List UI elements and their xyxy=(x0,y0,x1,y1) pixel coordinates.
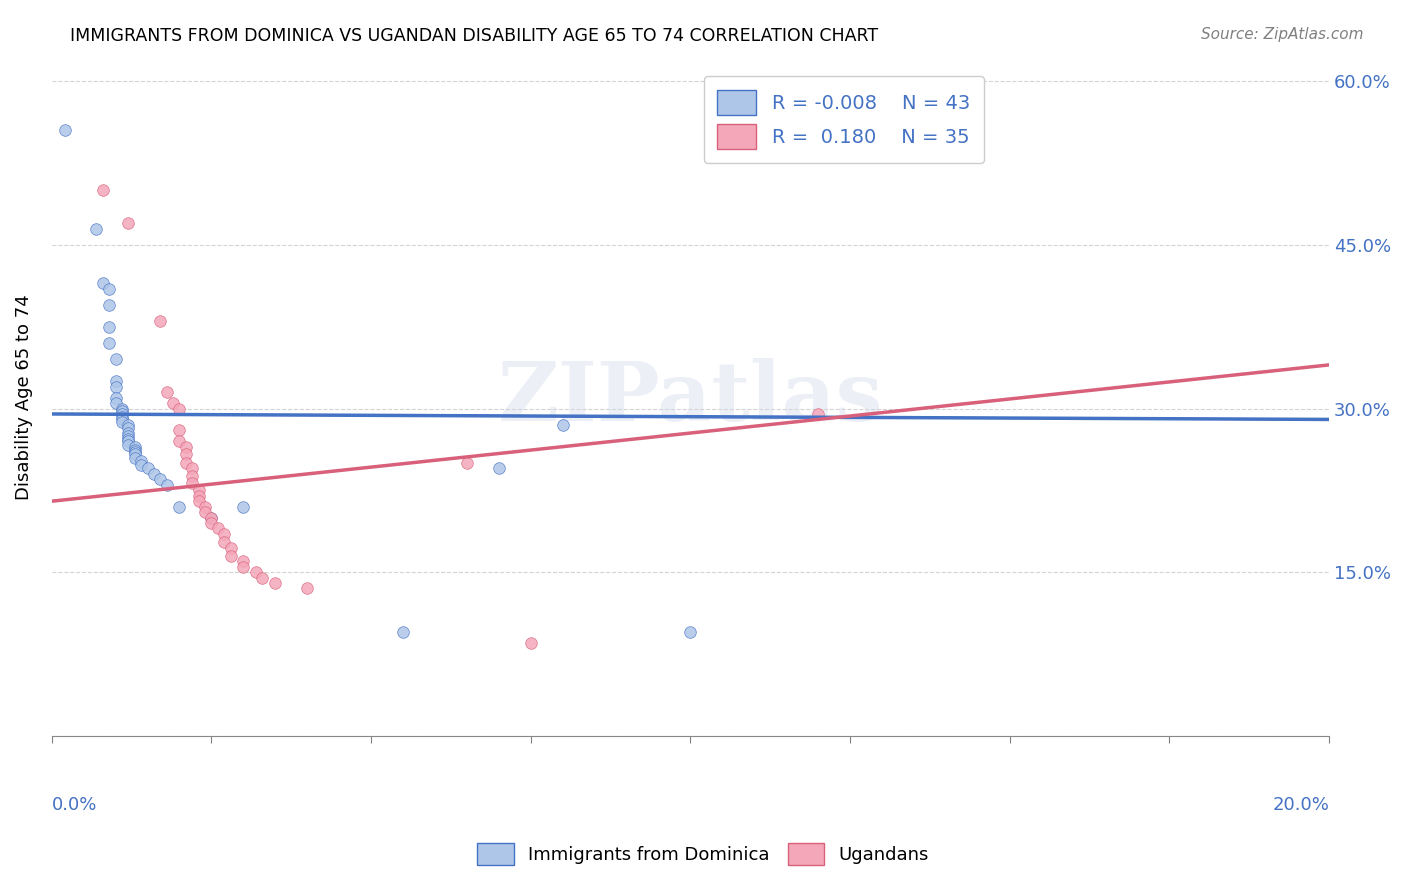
Point xyxy=(53,123,76,137)
Point xyxy=(174,447,197,461)
Point xyxy=(807,407,830,421)
Point xyxy=(104,374,127,388)
Point xyxy=(200,516,222,530)
Text: Source: ZipAtlas.com: Source: ZipAtlas.com xyxy=(1201,27,1364,42)
Point xyxy=(519,636,541,650)
Point xyxy=(187,489,209,503)
Point xyxy=(295,582,318,596)
Point xyxy=(98,336,121,351)
Point xyxy=(111,415,134,429)
Point xyxy=(200,510,222,524)
Point xyxy=(149,314,172,328)
Point xyxy=(219,549,242,563)
Point xyxy=(98,298,121,312)
Point xyxy=(212,527,235,541)
Point xyxy=(117,421,139,435)
Point xyxy=(98,282,121,296)
Point xyxy=(232,554,254,568)
Point xyxy=(117,417,139,432)
Point xyxy=(124,447,146,461)
Text: 20.0%: 20.0% xyxy=(1272,796,1329,814)
Legend: R = -0.008    N = 43, R =  0.180    N = 35: R = -0.008 N = 43, R = 0.180 N = 35 xyxy=(703,76,984,163)
Point xyxy=(136,461,159,475)
Point xyxy=(169,401,191,416)
Point xyxy=(181,469,204,483)
Point xyxy=(187,494,209,508)
Point xyxy=(245,565,267,579)
Point xyxy=(149,472,172,486)
Point xyxy=(129,454,152,468)
Point xyxy=(174,440,197,454)
Point xyxy=(86,221,108,235)
Point xyxy=(207,521,229,535)
Point xyxy=(264,576,287,591)
Point xyxy=(169,423,191,437)
Point xyxy=(252,570,274,584)
Point xyxy=(111,412,134,426)
Point xyxy=(117,434,139,449)
Point xyxy=(124,450,146,465)
Point xyxy=(232,500,254,514)
Y-axis label: Disability Age 65 to 74: Disability Age 65 to 74 xyxy=(15,294,32,500)
Point xyxy=(187,483,209,498)
Point xyxy=(111,401,134,416)
Point xyxy=(98,319,121,334)
Point xyxy=(124,440,146,454)
Point xyxy=(162,396,184,410)
Text: IMMIGRANTS FROM DOMINICA VS UGANDAN DISABILITY AGE 65 TO 74 CORRELATION CHART: IMMIGRANTS FROM DOMINICA VS UGANDAN DISA… xyxy=(70,27,879,45)
Point xyxy=(124,445,146,459)
Point xyxy=(104,380,127,394)
Point xyxy=(174,456,197,470)
Text: 0.0%: 0.0% xyxy=(52,796,97,814)
Point xyxy=(200,510,222,524)
Point xyxy=(104,352,127,367)
Point xyxy=(456,456,478,470)
Point xyxy=(91,184,114,198)
Point xyxy=(212,534,235,549)
Point xyxy=(156,478,179,492)
Point xyxy=(169,500,191,514)
Point xyxy=(104,396,127,410)
Point xyxy=(181,475,204,490)
Point xyxy=(488,461,510,475)
Point xyxy=(142,467,165,481)
Point xyxy=(117,425,139,440)
Point xyxy=(124,442,146,457)
Point xyxy=(679,625,702,640)
Point xyxy=(181,461,204,475)
Point xyxy=(111,407,134,421)
Text: ZIPatlas: ZIPatlas xyxy=(498,358,883,438)
Point xyxy=(104,391,127,405)
Point xyxy=(551,417,574,432)
Point xyxy=(117,432,139,446)
Point xyxy=(232,559,254,574)
Point xyxy=(117,216,139,230)
Point xyxy=(91,276,114,290)
Point xyxy=(194,500,217,514)
Point xyxy=(392,625,415,640)
Point xyxy=(111,410,134,425)
Point xyxy=(169,434,191,449)
Point xyxy=(129,458,152,473)
Point xyxy=(156,385,179,400)
Point xyxy=(111,403,134,417)
Point xyxy=(117,429,139,443)
Legend: Immigrants from Dominica, Ugandans: Immigrants from Dominica, Ugandans xyxy=(468,834,938,874)
Point xyxy=(219,541,242,555)
Point xyxy=(117,437,139,451)
Point xyxy=(194,505,217,519)
